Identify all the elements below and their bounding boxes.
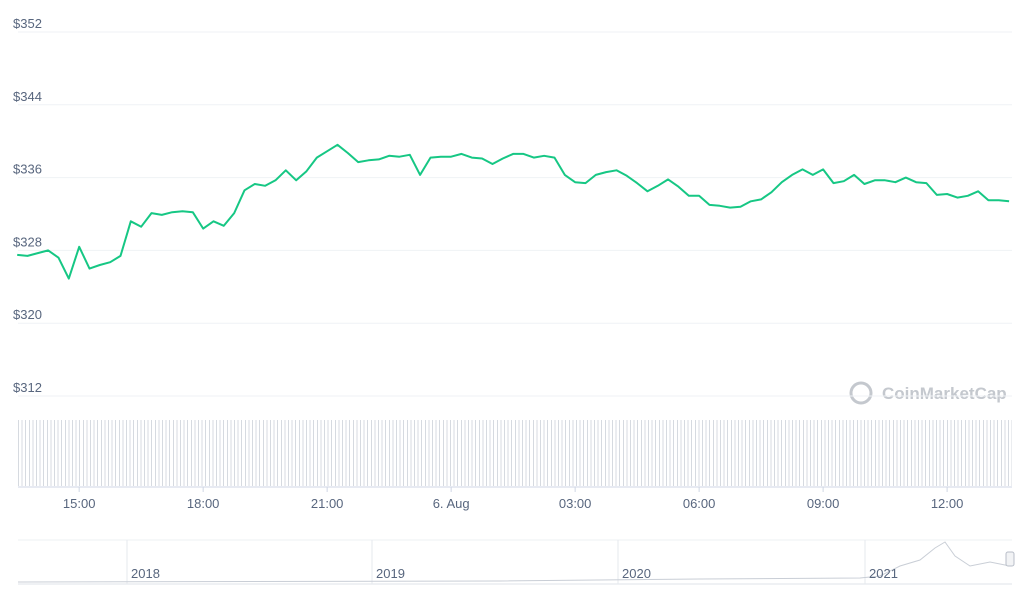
x-tick-label: 03:00 xyxy=(559,496,592,511)
price-line xyxy=(17,143,1010,280)
y-tick-label: $336 xyxy=(13,162,42,177)
y-tick-label: $320 xyxy=(13,307,42,322)
watermark-logo xyxy=(849,381,873,405)
navigator-handle[interactable] xyxy=(1005,551,1015,567)
x-tick-label: 21:00 xyxy=(311,496,344,511)
x-tick-label: 06:00 xyxy=(683,496,716,511)
y-tick-label: $352 xyxy=(13,16,42,31)
navigator-line xyxy=(17,541,1011,583)
x-tick-label: 09:00 xyxy=(807,496,840,511)
x-tick-label: 18:00 xyxy=(187,496,220,511)
y-tick-label: $328 xyxy=(13,234,42,249)
watermark: CoinMarketCap xyxy=(849,381,1007,405)
navigator-label: 2018 xyxy=(131,566,160,581)
y-tick-label: $344 xyxy=(13,89,42,104)
x-tick-label: 15:00 xyxy=(63,496,96,511)
x-tick-label: 12:00 xyxy=(931,496,964,511)
navigator: 2018 2019 2020 2021 xyxy=(17,539,1015,585)
navigator-label: 2019 xyxy=(376,566,405,581)
navigator-label: 2021 xyxy=(869,566,898,581)
navigator-label: 2020 xyxy=(622,566,651,581)
watermark-text: CoinMarketCap xyxy=(882,384,1007,403)
y-tick-label: $312 xyxy=(13,380,42,395)
x-tick-label: 6. Aug xyxy=(433,496,470,511)
volume-bars xyxy=(18,420,1012,486)
